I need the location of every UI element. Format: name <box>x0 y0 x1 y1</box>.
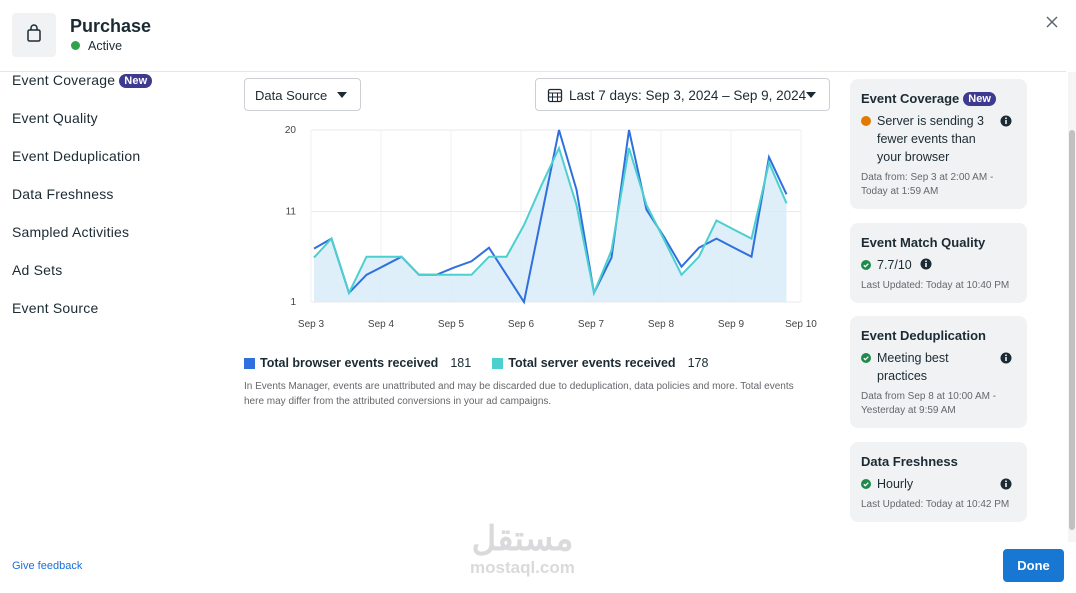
y-tick-label: 11 <box>286 206 297 217</box>
calendar-icon <box>547 88 563 103</box>
status-card: Event Coverage New Server is sending 3 few… <box>850 79 1027 209</box>
caret <box>806 92 816 98</box>
card-title: Event Coverage New <box>861 91 1015 106</box>
card-status: Server is sending 3 fewer events than yo… <box>877 114 985 164</box>
data-source-dropdown[interactable]: Data Source <box>244 78 361 111</box>
card-status-row: Hourly <box>861 475 1015 493</box>
legend-swatch <box>492 358 504 369</box>
series-line <box>313 145 788 297</box>
check-icon <box>861 260 871 270</box>
x-tick-label: Sep 6 <box>508 319 535 330</box>
caret <box>337 92 347 98</box>
y-tick-label: 1 <box>290 297 296 308</box>
nav-item[interactable]: Ad Sets <box>12 262 63 278</box>
status-card: Event Deduplication Meeting best practice… <box>850 316 1027 428</box>
card-status-row: Meeting best practices <box>861 349 1015 385</box>
done-button[interactable]: Done <box>1003 549 1064 582</box>
date-range-label: Last 7 days: Sep 3, 2024 – Sep 9, 2024 <box>569 88 807 103</box>
nav-item[interactable]: Sampled Activities <box>12 224 130 240</box>
scrollbar[interactable] <box>1068 72 1076 542</box>
watermark-latin: mostaql.com <box>470 558 575 577</box>
card-status-row: Server is sending 3 fewer events than yo… <box>861 112 1015 166</box>
new-badge: New <box>963 92 996 106</box>
x-tick-label: Sep 9 <box>718 319 745 330</box>
bag-icon <box>27 24 41 42</box>
dropdown-label: Data Source <box>255 88 328 103</box>
info-icon[interactable] <box>920 258 932 270</box>
info-icon[interactable] <box>1000 115 1012 127</box>
feedback-link[interactable]: Give feedback <box>12 560 83 572</box>
card-meta: Last Updated: Today at 10:42 PM <box>861 499 1010 510</box>
check-icon <box>861 353 871 363</box>
nav-item[interactable]: Event Quality <box>12 110 98 126</box>
card-status: Meeting best practices <box>877 351 949 383</box>
series-line <box>313 129 788 305</box>
status-dot <box>861 116 871 126</box>
legend-total: 178 <box>687 356 709 370</box>
area <box>314 148 787 302</box>
x-tick-label: Sep 3 <box>298 319 325 330</box>
title: Purchase <box>70 16 152 36</box>
nav-item[interactable]: Data Freshness <box>12 186 114 202</box>
status-card: Event Match Quality 7.7/10 Last Updated: T… <box>850 223 1027 303</box>
legend-label: Total server events received <box>508 356 676 370</box>
card-meta: Last Updated: Today at 10:40 PM <box>861 280 1010 291</box>
card-status: Hourly <box>877 477 914 491</box>
status-card: Data Freshness Hourly Last Updated: Today … <box>850 442 1027 522</box>
scroll-thumb[interactable] <box>1069 130 1075 530</box>
legend-label: Total browser events received <box>260 356 439 370</box>
card-title: Event Match Quality <box>861 235 986 250</box>
status: Active <box>88 39 123 53</box>
close-button[interactable] <box>1045 15 1059 29</box>
date-range-dropdown[interactable]: Last 7 days: Sep 3, 2024 – Sep 9, 2024 <box>535 78 830 111</box>
nav-item[interactable]: Event Deduplication <box>12 148 141 164</box>
card-title: Data Freshness <box>861 454 958 469</box>
check-icon <box>861 479 871 489</box>
card-title: Event Deduplication <box>861 328 986 343</box>
legend-total: 181 <box>450 356 472 370</box>
x-tick-label: Sep 5 <box>438 319 465 330</box>
note: In Events Manager, events are unattribut… <box>244 381 794 407</box>
legend-swatch <box>244 358 255 369</box>
nav-item[interactable]: Event Source <box>12 300 99 316</box>
x-tick-label: Sep 7 <box>578 319 605 330</box>
watermark: مستقل mostaql.com <box>470 520 575 578</box>
x-tick-label: Sep 4 <box>368 319 395 330</box>
x-tick-label: Sep 10 <box>785 319 817 330</box>
card-status-row: 7.7/10 <box>861 256 1015 274</box>
card-meta: Data from Sep 8 at 10:00 AM - Yesterday … <box>861 391 997 416</box>
card-meta: Data from: Sep 3 at 2:00 AM - Today at 1… <box>861 172 994 197</box>
new-badge: New <box>119 74 153 88</box>
nav-item[interactable]: Event Coverage New <box>12 72 153 88</box>
status-dot <box>71 41 80 50</box>
event-icon <box>12 13 56 57</box>
info-icon[interactable] <box>1000 478 1012 490</box>
card-status: 7.7/10 <box>877 258 912 272</box>
y-tick-label: 20 <box>285 125 297 136</box>
info-icon[interactable] <box>1000 352 1012 364</box>
watermark-arabic: مستقل <box>471 520 574 558</box>
x-tick-label: Sep 8 <box>648 319 675 330</box>
divider <box>0 71 1066 72</box>
